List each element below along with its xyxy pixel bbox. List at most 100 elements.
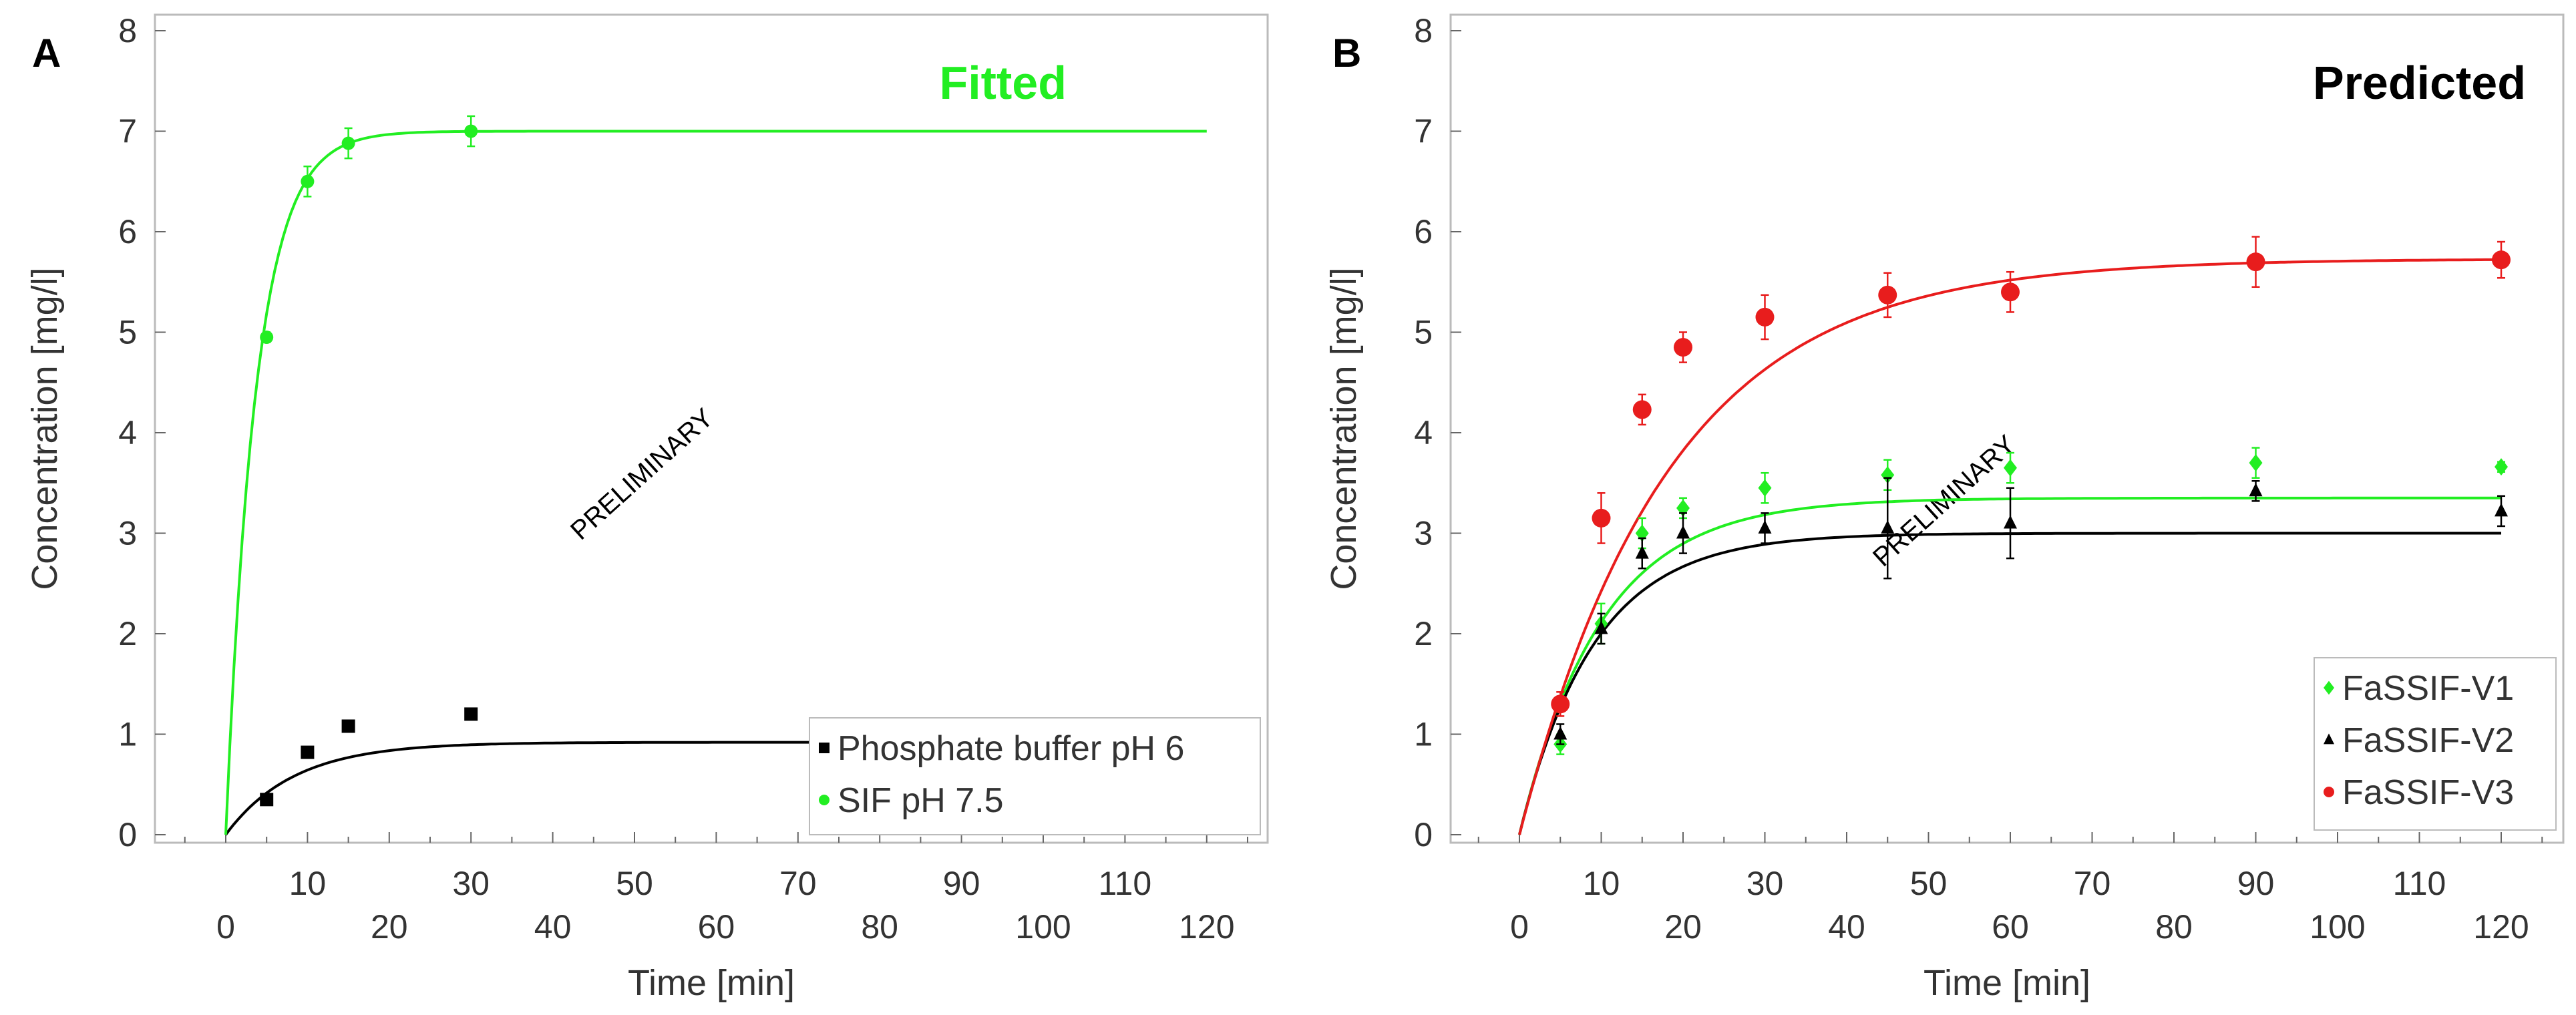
data-point — [2495, 458, 2508, 476]
data-point — [1632, 400, 1652, 419]
data-point — [2492, 250, 2511, 270]
legend-entry: Phosphate buffer pH 6 — [838, 729, 1184, 768]
data-point — [1676, 525, 1690, 539]
x-tick-label: 70 — [2074, 865, 2111, 902]
data-point — [1881, 520, 1895, 534]
data-point — [1878, 285, 1897, 304]
panel-b: 0123456780102030405060708090100110120Tim… — [1324, 12, 2565, 1003]
x-tick-label: 110 — [2393, 865, 2446, 902]
data-point — [2324, 733, 2334, 745]
x-axis-title: Time [min] — [1923, 963, 2090, 1003]
panel-a: 0123456780102030405060708090100110120Tim… — [25, 12, 1269, 1003]
x-tick-label: 10 — [1583, 865, 1620, 902]
data-point — [301, 745, 315, 759]
watermark-text: PRELIMINARY — [565, 403, 719, 546]
x-tick-label: 30 — [452, 865, 490, 902]
plot-frame — [154, 13, 1269, 844]
data-point — [1758, 479, 1772, 497]
x-tick-label: 120 — [2473, 908, 2529, 946]
y-tick-label: 4 — [118, 414, 137, 451]
data-point — [2246, 252, 2265, 272]
data-point — [819, 743, 830, 753]
legend-entry: FaSSIF-V1 — [2342, 669, 2514, 708]
x-tick-label: 60 — [698, 908, 735, 946]
data-point — [1594, 620, 1608, 634]
data-point — [260, 331, 274, 345]
y-tick-label: 6 — [1414, 213, 1433, 250]
x-tick-label: 100 — [1015, 908, 1071, 946]
data-point — [464, 707, 478, 721]
data-point — [1758, 520, 1772, 534]
data-point — [2249, 454, 2263, 472]
x-tick-label: 90 — [2237, 865, 2275, 902]
legend-entry: SIF pH 7.5 — [838, 781, 1004, 820]
data-point — [1881, 466, 1895, 484]
y-tick-label: 5 — [118, 314, 137, 351]
x-tick-label: 50 — [1910, 865, 1948, 902]
data-point — [2495, 503, 2508, 517]
y-tick-label: 2 — [118, 615, 137, 652]
panel-letter: A — [32, 31, 61, 75]
y-tick-label: 8 — [1414, 12, 1433, 49]
data-point — [2001, 282, 2020, 302]
y-tick-label: 5 — [1414, 314, 1433, 351]
x-tick-label: 30 — [1746, 865, 1784, 902]
data-point — [1755, 307, 1775, 327]
panel-letter: B — [1332, 31, 1361, 75]
fit-curve — [224, 130, 1207, 835]
data-point — [2004, 459, 2017, 477]
legend: Phosphate buffer pH 6 SIF pH 7.5 — [809, 717, 1261, 835]
data-point — [341, 719, 355, 733]
data-point — [464, 124, 478, 138]
x-tick-label: 120 — [1179, 908, 1234, 946]
x-tick-label: 80 — [861, 908, 898, 946]
x-tick-label: 40 — [534, 908, 572, 946]
y-tick-label: 2 — [1414, 615, 1433, 652]
y-tick-label: 4 — [1414, 414, 1433, 451]
data-point — [1551, 694, 1570, 714]
x-tick-label: 20 — [1664, 908, 1702, 946]
y-axis-title: Concentration [mg/l] — [1324, 267, 1364, 590]
legend-entry: FaSSIF-V2 — [2342, 721, 2514, 760]
legend: FaSSIF-V1 FaSSIF-V2 FaSSIF-V3 — [2314, 657, 2557, 831]
x-tick-label: 110 — [1099, 865, 1152, 902]
x-tick-label: 80 — [2155, 908, 2193, 946]
x-tick-label: 40 — [1828, 908, 1865, 946]
x-tick-label: 20 — [371, 908, 408, 946]
y-tick-label: 1 — [1414, 716, 1433, 753]
y-tick-label: 6 — [118, 213, 137, 250]
y-tick-label: 3 — [1414, 515, 1433, 552]
data-point — [1553, 726, 1568, 740]
y-tick-label: 3 — [118, 515, 137, 552]
data-point — [819, 795, 830, 805]
data-point — [2324, 680, 2334, 695]
x-tick-label: 0 — [216, 908, 235, 946]
y-tick-label: 1 — [118, 716, 137, 753]
legend-box — [2314, 657, 2557, 831]
data-point — [341, 136, 355, 150]
y-tick-label: 7 — [1414, 113, 1433, 150]
data-point — [2324, 787, 2334, 797]
y-tick-label: 0 — [1414, 816, 1433, 853]
data-point — [260, 793, 274, 807]
legend-entry: FaSSIF-V3 — [2342, 773, 2514, 812]
x-tick-label: 100 — [2310, 908, 2365, 946]
y-tick-label: 8 — [118, 12, 137, 49]
data-point — [2249, 483, 2263, 497]
corner-label: Fitted — [939, 57, 1067, 109]
corner-label: Predicted — [2313, 57, 2526, 109]
x-tick-label: 90 — [943, 865, 980, 902]
plot-frame — [1449, 13, 2565, 844]
fit-curve — [224, 741, 823, 836]
y-axis-title: Concentration [mg/l] — [25, 267, 65, 590]
x-tick-label: 50 — [616, 865, 653, 902]
x-tick-label: 70 — [779, 865, 817, 902]
x-tick-label: 60 — [1992, 908, 2029, 946]
y-tick-label: 0 — [118, 816, 137, 853]
data-point — [301, 174, 315, 188]
data-point — [2004, 515, 2017, 529]
x-tick-label: 0 — [1510, 908, 1529, 946]
data-point — [1592, 508, 1611, 528]
x-axis-title: Time [min] — [628, 963, 795, 1003]
